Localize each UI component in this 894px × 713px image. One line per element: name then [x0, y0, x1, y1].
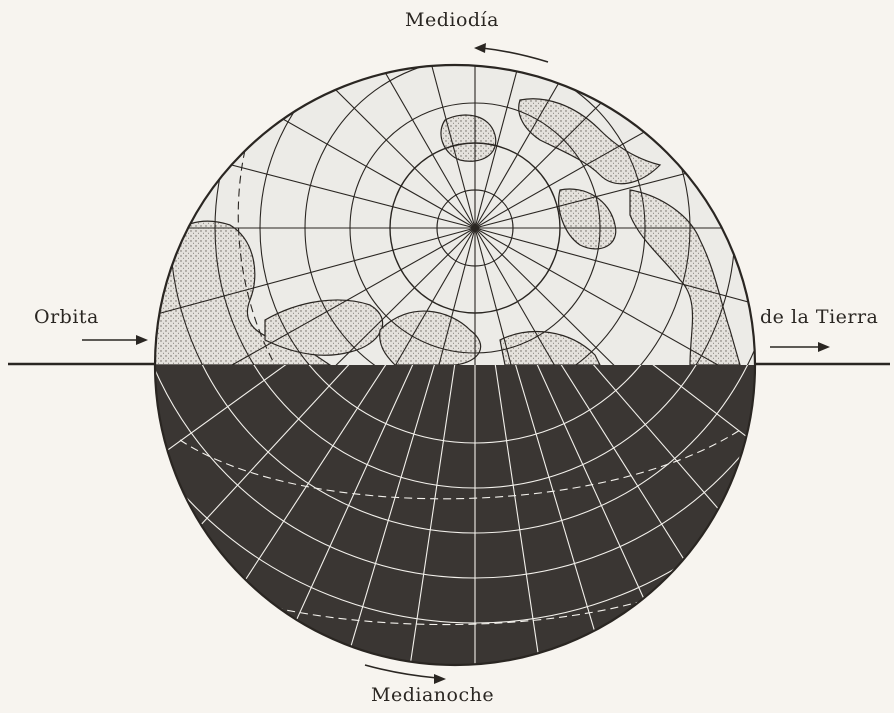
arrow-medianoche: [364, 664, 446, 684]
arrow-orbit-left: [82, 335, 148, 345]
arrow-orbit-right: [770, 342, 830, 352]
arrow-mediodia: [474, 43, 549, 63]
land-masses: [155, 98, 741, 366]
label-orbit-right: de la Tierra: [760, 306, 879, 328]
label-mediodia: Mediodía: [405, 9, 499, 31]
label-orbit-left: Orbita: [34, 306, 99, 328]
label-medianoche: Medianoche: [371, 684, 495, 706]
